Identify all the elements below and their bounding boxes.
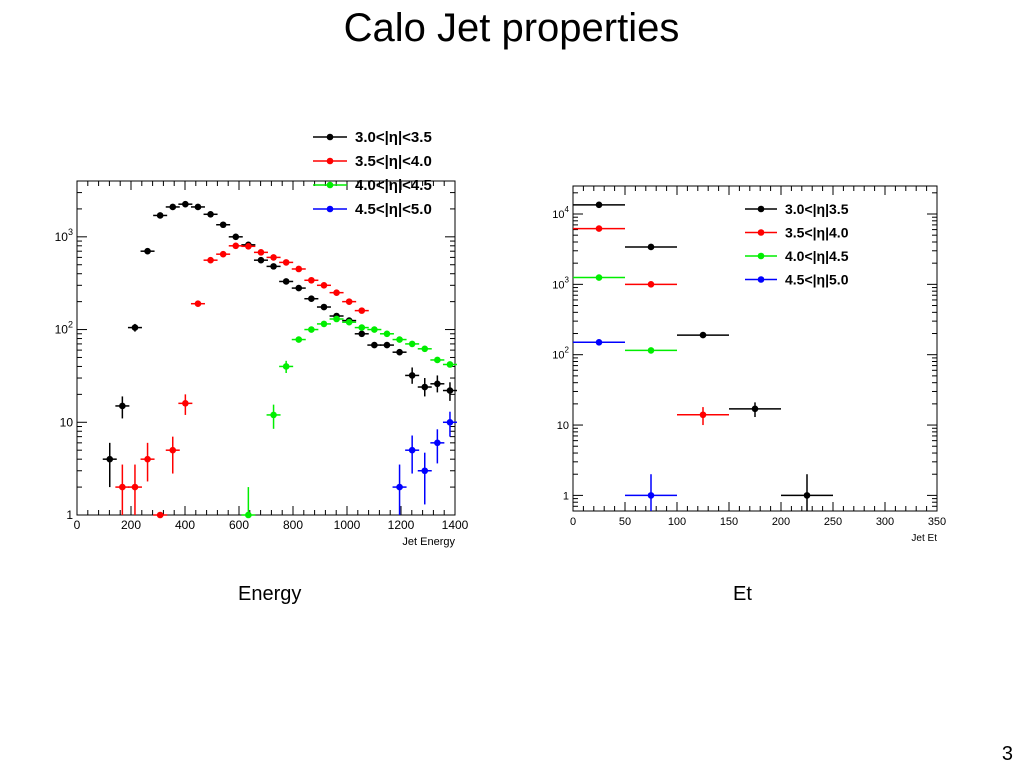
data-point: [421, 467, 429, 475]
data-point: [144, 455, 151, 463]
data-point: [219, 250, 227, 258]
data-point: [119, 483, 126, 491]
data-point: [371, 341, 378, 349]
y-tick-label: 102: [55, 320, 73, 337]
data-point: [282, 259, 290, 266]
data-point: [232, 242, 240, 250]
legend-label: 3.5<|η|<4.0: [355, 153, 432, 170]
x-tick-label: 1200: [388, 518, 415, 532]
data-point: [308, 276, 315, 284]
data-point: [408, 446, 416, 454]
data-point: [358, 330, 366, 338]
data-point: [295, 336, 303, 343]
data-point: [371, 326, 378, 333]
x-axis-label: Jet Energy: [402, 536, 455, 548]
data-point: [434, 380, 441, 388]
x-tick-label: 200: [121, 518, 141, 532]
data-point: [144, 247, 151, 255]
data-point: [358, 307, 366, 314]
data-point: [396, 348, 403, 356]
data-point: [270, 263, 277, 270]
plot-frame: [76, 180, 456, 516]
data-point: [421, 383, 429, 391]
series: [392, 411, 457, 515]
data-point: [119, 402, 126, 410]
data-point: [207, 210, 214, 218]
legend-label: 3.0<|η|<3.5: [355, 129, 432, 146]
legend-marker: [326, 205, 334, 213]
series: [241, 315, 457, 519]
data-point: [434, 356, 441, 364]
data-point: [320, 282, 328, 289]
data-point: [345, 298, 353, 305]
data-point: [207, 256, 214, 264]
data-point: [408, 372, 416, 379]
page-number: 3: [1001, 743, 1013, 765]
data-point: [194, 203, 202, 211]
data-point: [446, 361, 454, 368]
data-point: [308, 295, 315, 303]
y-tick-label: 1: [66, 508, 73, 522]
data-point: [396, 483, 403, 491]
data-point: [345, 318, 353, 326]
data-point: [446, 387, 454, 394]
data-point: [131, 324, 139, 331]
data-point: [308, 326, 315, 333]
data-point: [333, 315, 340, 323]
data-point: [245, 243, 252, 250]
y-tick-label: 103: [55, 227, 73, 244]
data-point: [106, 455, 114, 463]
data-point: [169, 446, 177, 454]
data-point: [270, 254, 277, 261]
data-point: [169, 203, 177, 211]
x-tick-label: 1400: [442, 518, 469, 532]
data-point: [408, 340, 416, 348]
data-point: [320, 303, 328, 311]
series: [115, 242, 369, 519]
data-point: [358, 324, 366, 331]
data-point: [219, 221, 227, 229]
data-point: [156, 212, 164, 219]
legend-marker: [326, 181, 334, 189]
legend-label: 4.5<|η|<5.0: [355, 201, 432, 218]
data-point: [156, 511, 164, 519]
legend-label: 4.0<|η|<4.5: [355, 177, 432, 194]
data-point: [257, 256, 265, 264]
data-point: [333, 289, 340, 296]
data-point: [182, 400, 189, 407]
caption-et: Et: [733, 583, 752, 605]
data-point: [421, 345, 429, 353]
data-point: [320, 320, 328, 328]
data-point: [282, 363, 290, 370]
y-tick-label: 10: [60, 415, 74, 429]
data-point: [245, 511, 252, 519]
data-point: [383, 330, 391, 338]
x-tick-label: 600: [229, 518, 249, 532]
x-tick-label: 0: [74, 518, 81, 532]
data-point: [282, 278, 290, 285]
data-point: [182, 200, 189, 208]
slide-title: Calo Jet properties: [343, 6, 680, 50]
legend-marker: [326, 157, 334, 165]
data-point: [295, 284, 303, 292]
data-point: [446, 418, 454, 426]
data-point: [232, 233, 240, 241]
data-point: [194, 300, 202, 308]
x-tick-label: 400: [175, 518, 195, 532]
data-point: [383, 341, 391, 349]
data-point: [270, 411, 277, 419]
series: [102, 200, 457, 488]
data-point: [434, 439, 441, 447]
x-tick-label: 1000: [334, 518, 361, 532]
caption-energy: Energy: [238, 583, 302, 605]
data-point: [131, 483, 139, 491]
x-tick-label: 800: [283, 518, 303, 532]
legend-marker: [326, 133, 334, 141]
data-point: [396, 336, 403, 343]
data-point: [257, 249, 265, 256]
data-point: [295, 265, 303, 273]
